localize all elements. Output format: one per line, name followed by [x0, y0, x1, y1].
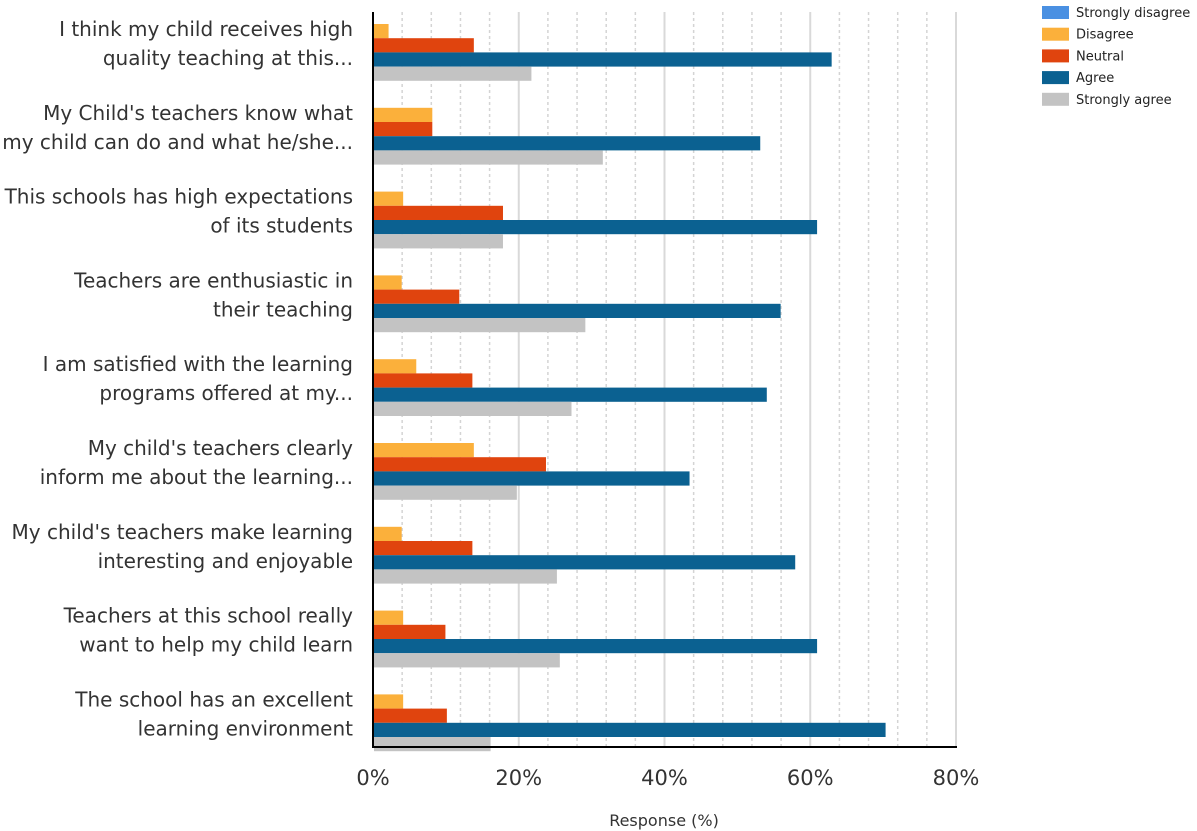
- bar-neutral: [374, 457, 546, 472]
- bar-agree: [374, 555, 796, 570]
- legend-swatch: [1042, 71, 1069, 85]
- bar-agree: [374, 220, 818, 235]
- bar-strongly-agree: [374, 401, 572, 416]
- bar-disagree: [374, 24, 389, 39]
- category-label: Teachers at this school really: [63, 604, 354, 628]
- legend-label: Strongly disagree: [1076, 6, 1190, 21]
- bar-disagree: [374, 610, 404, 625]
- bar-neutral: [374, 38, 474, 53]
- category-label: quality teaching at this...: [103, 46, 353, 70]
- x-tick-label: 80%: [933, 766, 980, 790]
- bar-disagree: [374, 107, 433, 122]
- bar-strongly-agree: [374, 653, 560, 668]
- bar-strongly-agree: [374, 150, 603, 165]
- bar-neutral: [374, 373, 473, 388]
- bar-disagree: [374, 694, 404, 709]
- category-label: I think my child receives high: [59, 17, 353, 41]
- category-labels: I think my child receives high quality te…: [2, 17, 353, 740]
- bar-agree: [374, 639, 818, 654]
- bar-disagree: [374, 526, 402, 541]
- bar-strongly-agree: [374, 66, 532, 81]
- x-tick-labels: 0% 20% 40% 60% 80%: [356, 766, 979, 790]
- bar-agree: [374, 303, 781, 318]
- bar-strongly-agree: [374, 318, 586, 333]
- category-label: My child's teachers make learning: [12, 520, 353, 544]
- bar-disagree: [374, 443, 474, 458]
- category-label: Teachers are enthusiastic in: [73, 268, 353, 292]
- category-label: My Child's teachers know what: [43, 101, 353, 125]
- bar-disagree: [374, 275, 402, 290]
- x-tick-label: 20%: [495, 766, 542, 790]
- category-label: The school has an excellent: [74, 687, 353, 711]
- x-tick-label: 40%: [641, 766, 688, 790]
- category-label: I am satisfied with the learning: [43, 352, 353, 376]
- legend: Strongly disagree Disagree Neutral Agree Str…: [1042, 6, 1190, 108]
- bars: [374, 24, 886, 752]
- legend-swatch: [1042, 49, 1069, 63]
- gridlines: [401, 12, 957, 747]
- legend-swatch: [1042, 6, 1069, 19]
- bar-agree: [374, 52, 832, 67]
- category-label: of its students: [210, 214, 353, 238]
- bar-agree: [374, 471, 690, 486]
- bar-agree: [374, 387, 767, 402]
- category-label: inform me about the learning...: [40, 465, 353, 489]
- x-axis-title: Response (%): [609, 811, 719, 830]
- category-label: my child can do and what he/she...: [2, 130, 353, 154]
- bar-neutral: [374, 541, 473, 556]
- x-tick-label: 0%: [356, 766, 389, 790]
- legend-label: Neutral: [1076, 49, 1124, 64]
- legend-label: Strongly agree: [1076, 93, 1172, 108]
- category-label: learning environment: [138, 716, 353, 740]
- bar-agree: [374, 722, 886, 737]
- category-label: programs offered at my...: [99, 381, 353, 405]
- bar-neutral: [374, 624, 446, 639]
- bar-neutral: [374, 708, 447, 723]
- legend-swatch: [1042, 92, 1069, 106]
- category-label: My child's teachers clearly: [88, 436, 353, 460]
- legend-swatch: [1042, 27, 1069, 41]
- axes: [372, 12, 957, 748]
- bar-strongly-agree: [374, 234, 503, 249]
- bar-strongly-agree: [374, 737, 491, 752]
- bar-disagree: [374, 359, 417, 374]
- bar-neutral: [374, 289, 460, 304]
- category-label: want to help my child learn: [79, 633, 353, 657]
- legend-label: Disagree: [1076, 28, 1134, 43]
- bar-strongly-agree: [374, 569, 557, 584]
- bar-neutral: [374, 122, 433, 137]
- category-label: This schools has high expectations: [4, 185, 353, 209]
- bar-agree: [374, 136, 761, 151]
- x-tick-label: 60%: [787, 766, 834, 790]
- bar-disagree: [374, 191, 404, 206]
- bar-neutral: [374, 205, 503, 220]
- category-label: their teaching: [213, 297, 353, 321]
- legend-label: Agree: [1076, 71, 1114, 86]
- bar-strongly-agree: [374, 485, 517, 500]
- category-label: interesting and enjoyable: [98, 549, 353, 573]
